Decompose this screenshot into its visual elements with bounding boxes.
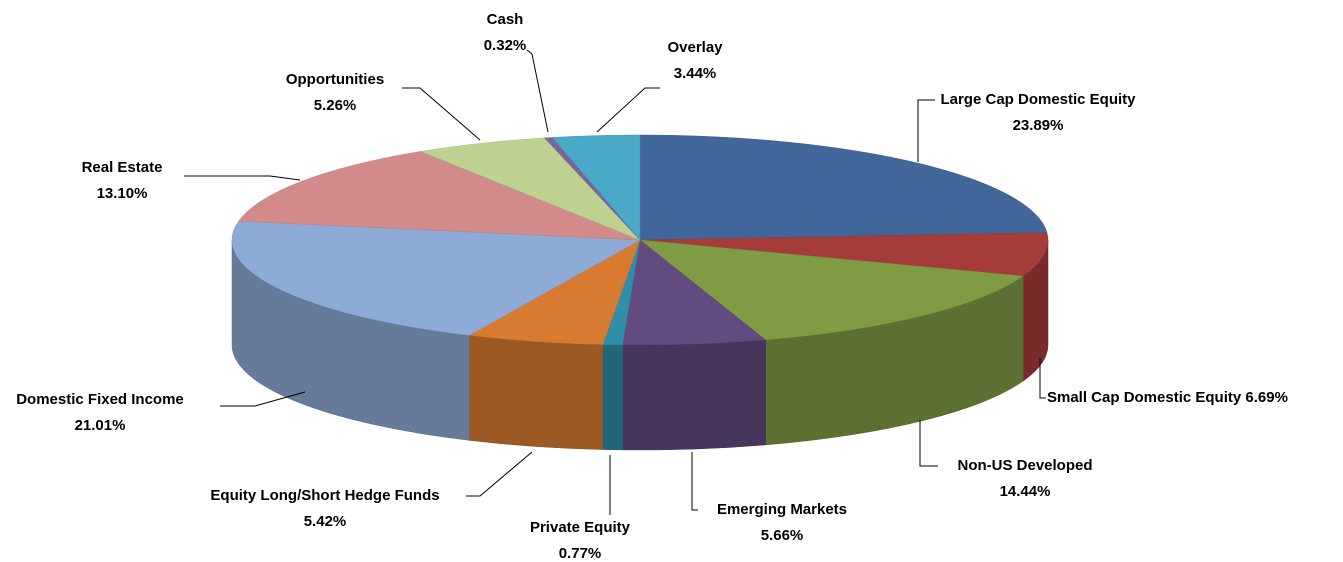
slice-value: 0.32%: [484, 37, 527, 54]
slice-name: Small Cap Domestic Equity: [1047, 389, 1242, 406]
slice-value: 13.10%: [97, 185, 148, 202]
slice-name: Emerging Markets: [717, 501, 847, 518]
slice-name: Equity Long/Short Hedge Funds: [210, 487, 439, 504]
leader-line: [466, 451, 533, 497]
slice-name: Overlay: [667, 39, 723, 56]
leader-line: [402, 87, 481, 141]
slice-value: 21.01%: [75, 417, 126, 434]
slice-value: 5.42%: [304, 513, 347, 530]
slice-value: 14.44%: [1000, 483, 1051, 500]
slice-value: 6.69%: [1245, 389, 1288, 406]
pie-slice: [468, 239, 641, 345]
pie-side: [602, 344, 623, 451]
pie-slice: [639, 239, 1024, 341]
pie-side: [622, 339, 766, 451]
pie-slice: [231, 220, 641, 336]
leader-line: [1039, 358, 1046, 399]
leader-line: [691, 452, 698, 511]
leader-line: [220, 391, 306, 407]
slice-value: 0.77%: [559, 545, 602, 562]
pie-slice: [238, 151, 641, 241]
leader-line: [917, 99, 935, 162]
pie-slice: [639, 134, 1048, 241]
slice-value: 5.66%: [761, 527, 804, 544]
pie-slice: [551, 134, 641, 241]
leader-line: [526, 49, 549, 133]
slice-name: Real Estate: [82, 159, 163, 176]
pie-slice: [639, 232, 1049, 277]
slice-name: Domestic Fixed Income: [16, 391, 184, 408]
slice-value: 3.44%: [674, 65, 717, 82]
slice-name: Opportunities: [286, 71, 384, 88]
slice-label: Small Cap Domestic Equity 6.69%: [1047, 389, 1288, 406]
slice-name: Large Cap Domestic Equity: [940, 91, 1136, 108]
slice-value: 23.89%: [1013, 117, 1064, 134]
slice-name: Non-US Developed: [957, 457, 1092, 474]
slice-name: Private Equity: [530, 519, 631, 536]
pie-side: [469, 335, 604, 450]
leader-line: [919, 420, 938, 467]
pie-slice: [420, 137, 641, 241]
pie-slice: [622, 239, 767, 346]
leader-line: [596, 87, 660, 133]
slice-name: Cash: [487, 11, 524, 28]
leader-line: [184, 175, 301, 181]
slice-value: 5.26%: [314, 97, 357, 114]
